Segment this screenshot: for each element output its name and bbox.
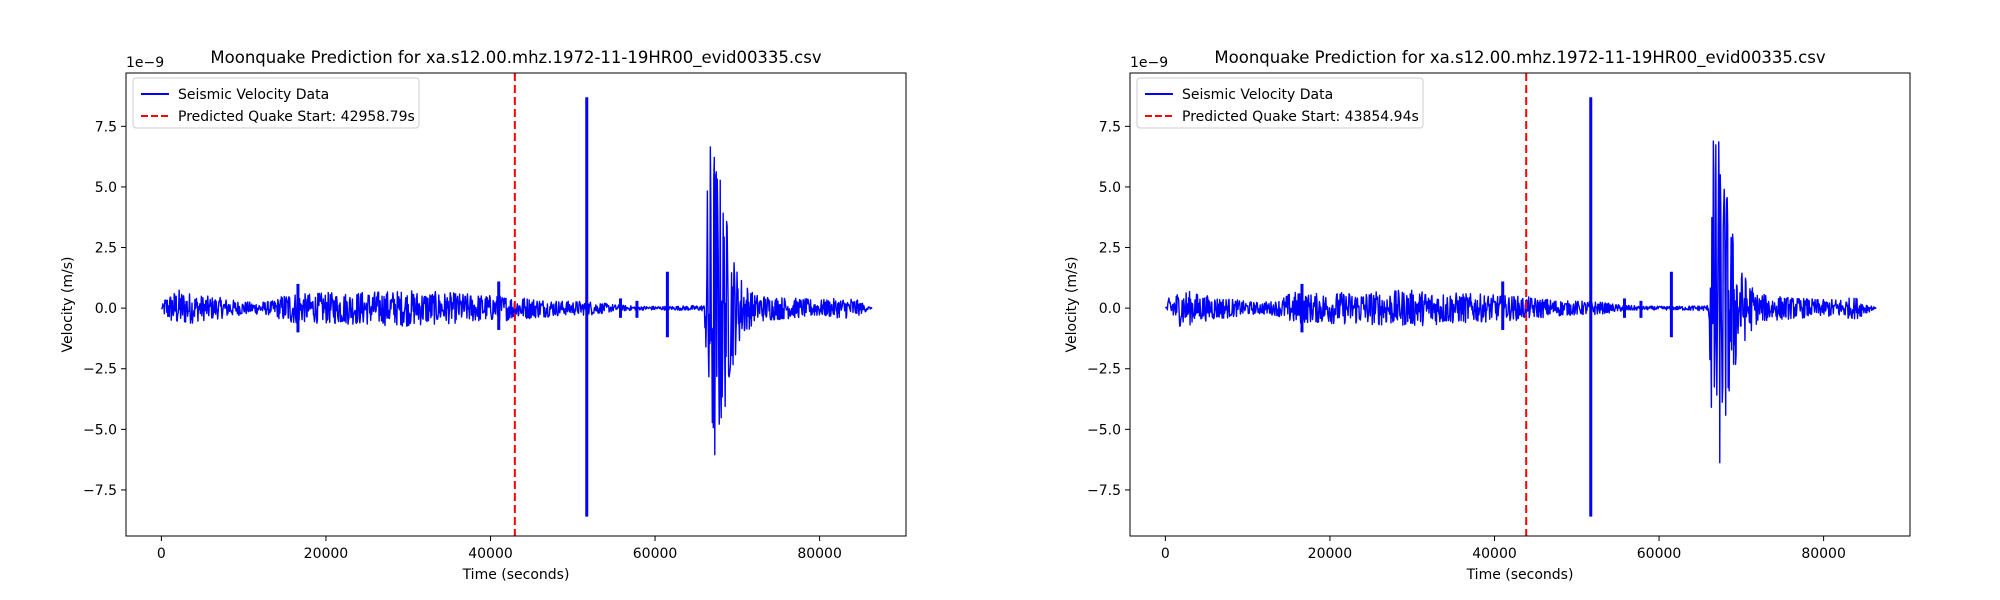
x-axis-label: Time (seconds) [1466,567,1574,583]
legend-label-prediction: Predicted Quake Start: 43854.94s [1182,109,1419,125]
legend-box [1136,77,1424,129]
x-tick-label: 60000 [1637,546,1682,562]
x-tick-label: 80000 [1801,546,1846,562]
y-tick-label: 0.0 [1099,301,1121,317]
y-offset-multiplier: 1e−9 [126,55,164,71]
seismic-trace-line [160,146,873,456]
x-tick-label: 60000 [633,546,678,562]
y-tick-label: −5.0 [1087,422,1121,438]
y-tick-label: −2.5 [83,362,117,378]
y-tick-label: −7.5 [83,483,117,499]
y-tick-label: −2.5 [1087,362,1121,378]
legend-label-seismic: Seismic Velocity Data [178,87,329,103]
x-tick-label: 0 [1161,546,1170,562]
legend: Seismic Velocity Data Predicted Quake Sta… [132,77,420,129]
y-tick-label: 5.0 [95,180,117,196]
y-tick-label: 2.5 [1099,241,1121,257]
x-tick-label: 40000 [468,546,513,562]
x-tick-label: 0 [157,546,166,562]
x-tick-label: 80000 [797,546,842,562]
y-tick-label: 2.5 [95,241,117,257]
plot-data-area [1164,73,1877,536]
y-offset-multiplier: 1e−9 [1130,55,1168,71]
legend-box [132,77,420,129]
chart-panel-1: 0 20000 40000 60000 80000 −7.5 −5.0 −2.5 0.0 2.5 5… [60,48,907,583]
x-tick-label: 40000 [1472,546,1517,562]
axes-frame [1129,72,1911,537]
x-axis-label: Time (seconds) [462,567,570,583]
y-tick-label: −5.0 [83,422,117,438]
chart-title: Moonquake Prediction for xa.s12.00.mhz.1… [210,48,821,68]
y-tick-label: 7.5 [95,119,117,135]
y-tick-label: 0.0 [95,301,117,317]
y-tick-label: 5.0 [1099,180,1121,196]
chart-panel-2: 0 20000 40000 60000 80000 −7.5 −5.0 −2.5 0.0 2.5 5… [1064,48,1911,583]
y-tick-label: 7.5 [1099,119,1121,135]
plot-data-area [160,73,873,536]
y-axis-label: Velocity (m/s) [60,257,76,353]
legend-label-seismic: Seismic Velocity Data [1182,87,1333,103]
y-tick-label: −7.5 [1087,483,1121,499]
x-tick-label: 20000 [304,546,349,562]
chart-title: Moonquake Prediction for xa.s12.00.mhz.1… [1214,48,1825,68]
legend: Seismic Velocity Data Predicted Quake Sta… [1136,77,1424,129]
legend-label-prediction: Predicted Quake Start: 42958.79s [178,109,415,125]
x-tick-label: 20000 [1308,546,1353,562]
y-axis-label: Velocity (m/s) [1064,257,1080,353]
seismic-trace-line [1164,140,1877,464]
axes-frame [125,72,907,537]
